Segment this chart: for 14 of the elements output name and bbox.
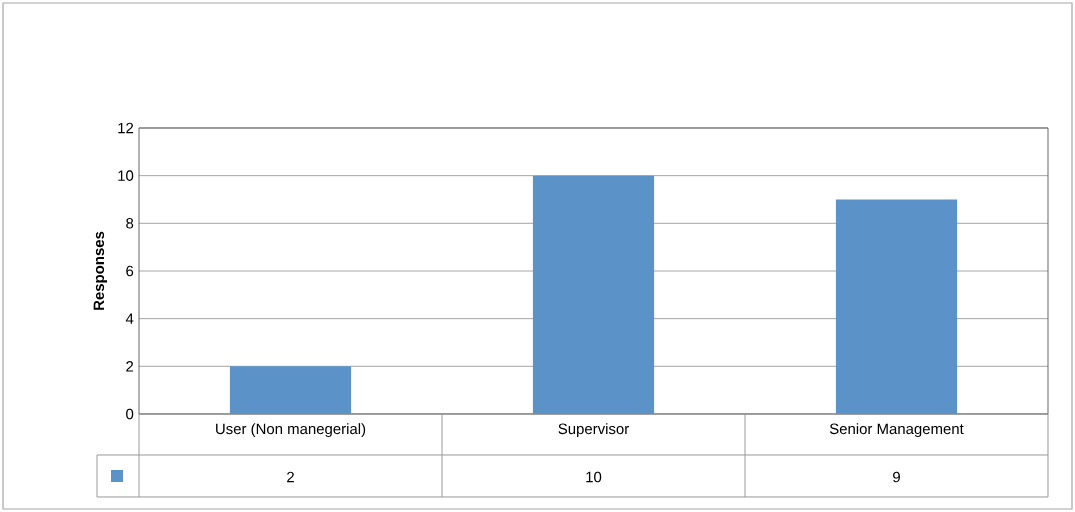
x-tick-label: Supervisor: [558, 423, 629, 438]
x-tick-label: Senior Management: [829, 423, 964, 438]
data-label: 9: [893, 471, 900, 483]
data-label: 10: [586, 471, 602, 483]
y-tick-label: 8: [126, 218, 134, 229]
y-tick-label: 2: [126, 361, 134, 372]
y-tick-label: 10: [118, 170, 134, 181]
y-tick-label: 12: [118, 122, 134, 134]
y-tick-label: 0: [126, 408, 134, 420]
y-tick-label: 6: [126, 265, 134, 277]
data-label: 2: [287, 471, 294, 483]
y-axis-title: Responses: [93, 231, 108, 310]
y-tick-label: 4: [125, 313, 134, 324]
x-tick-label: User (Non manegerial): [216, 423, 366, 438]
